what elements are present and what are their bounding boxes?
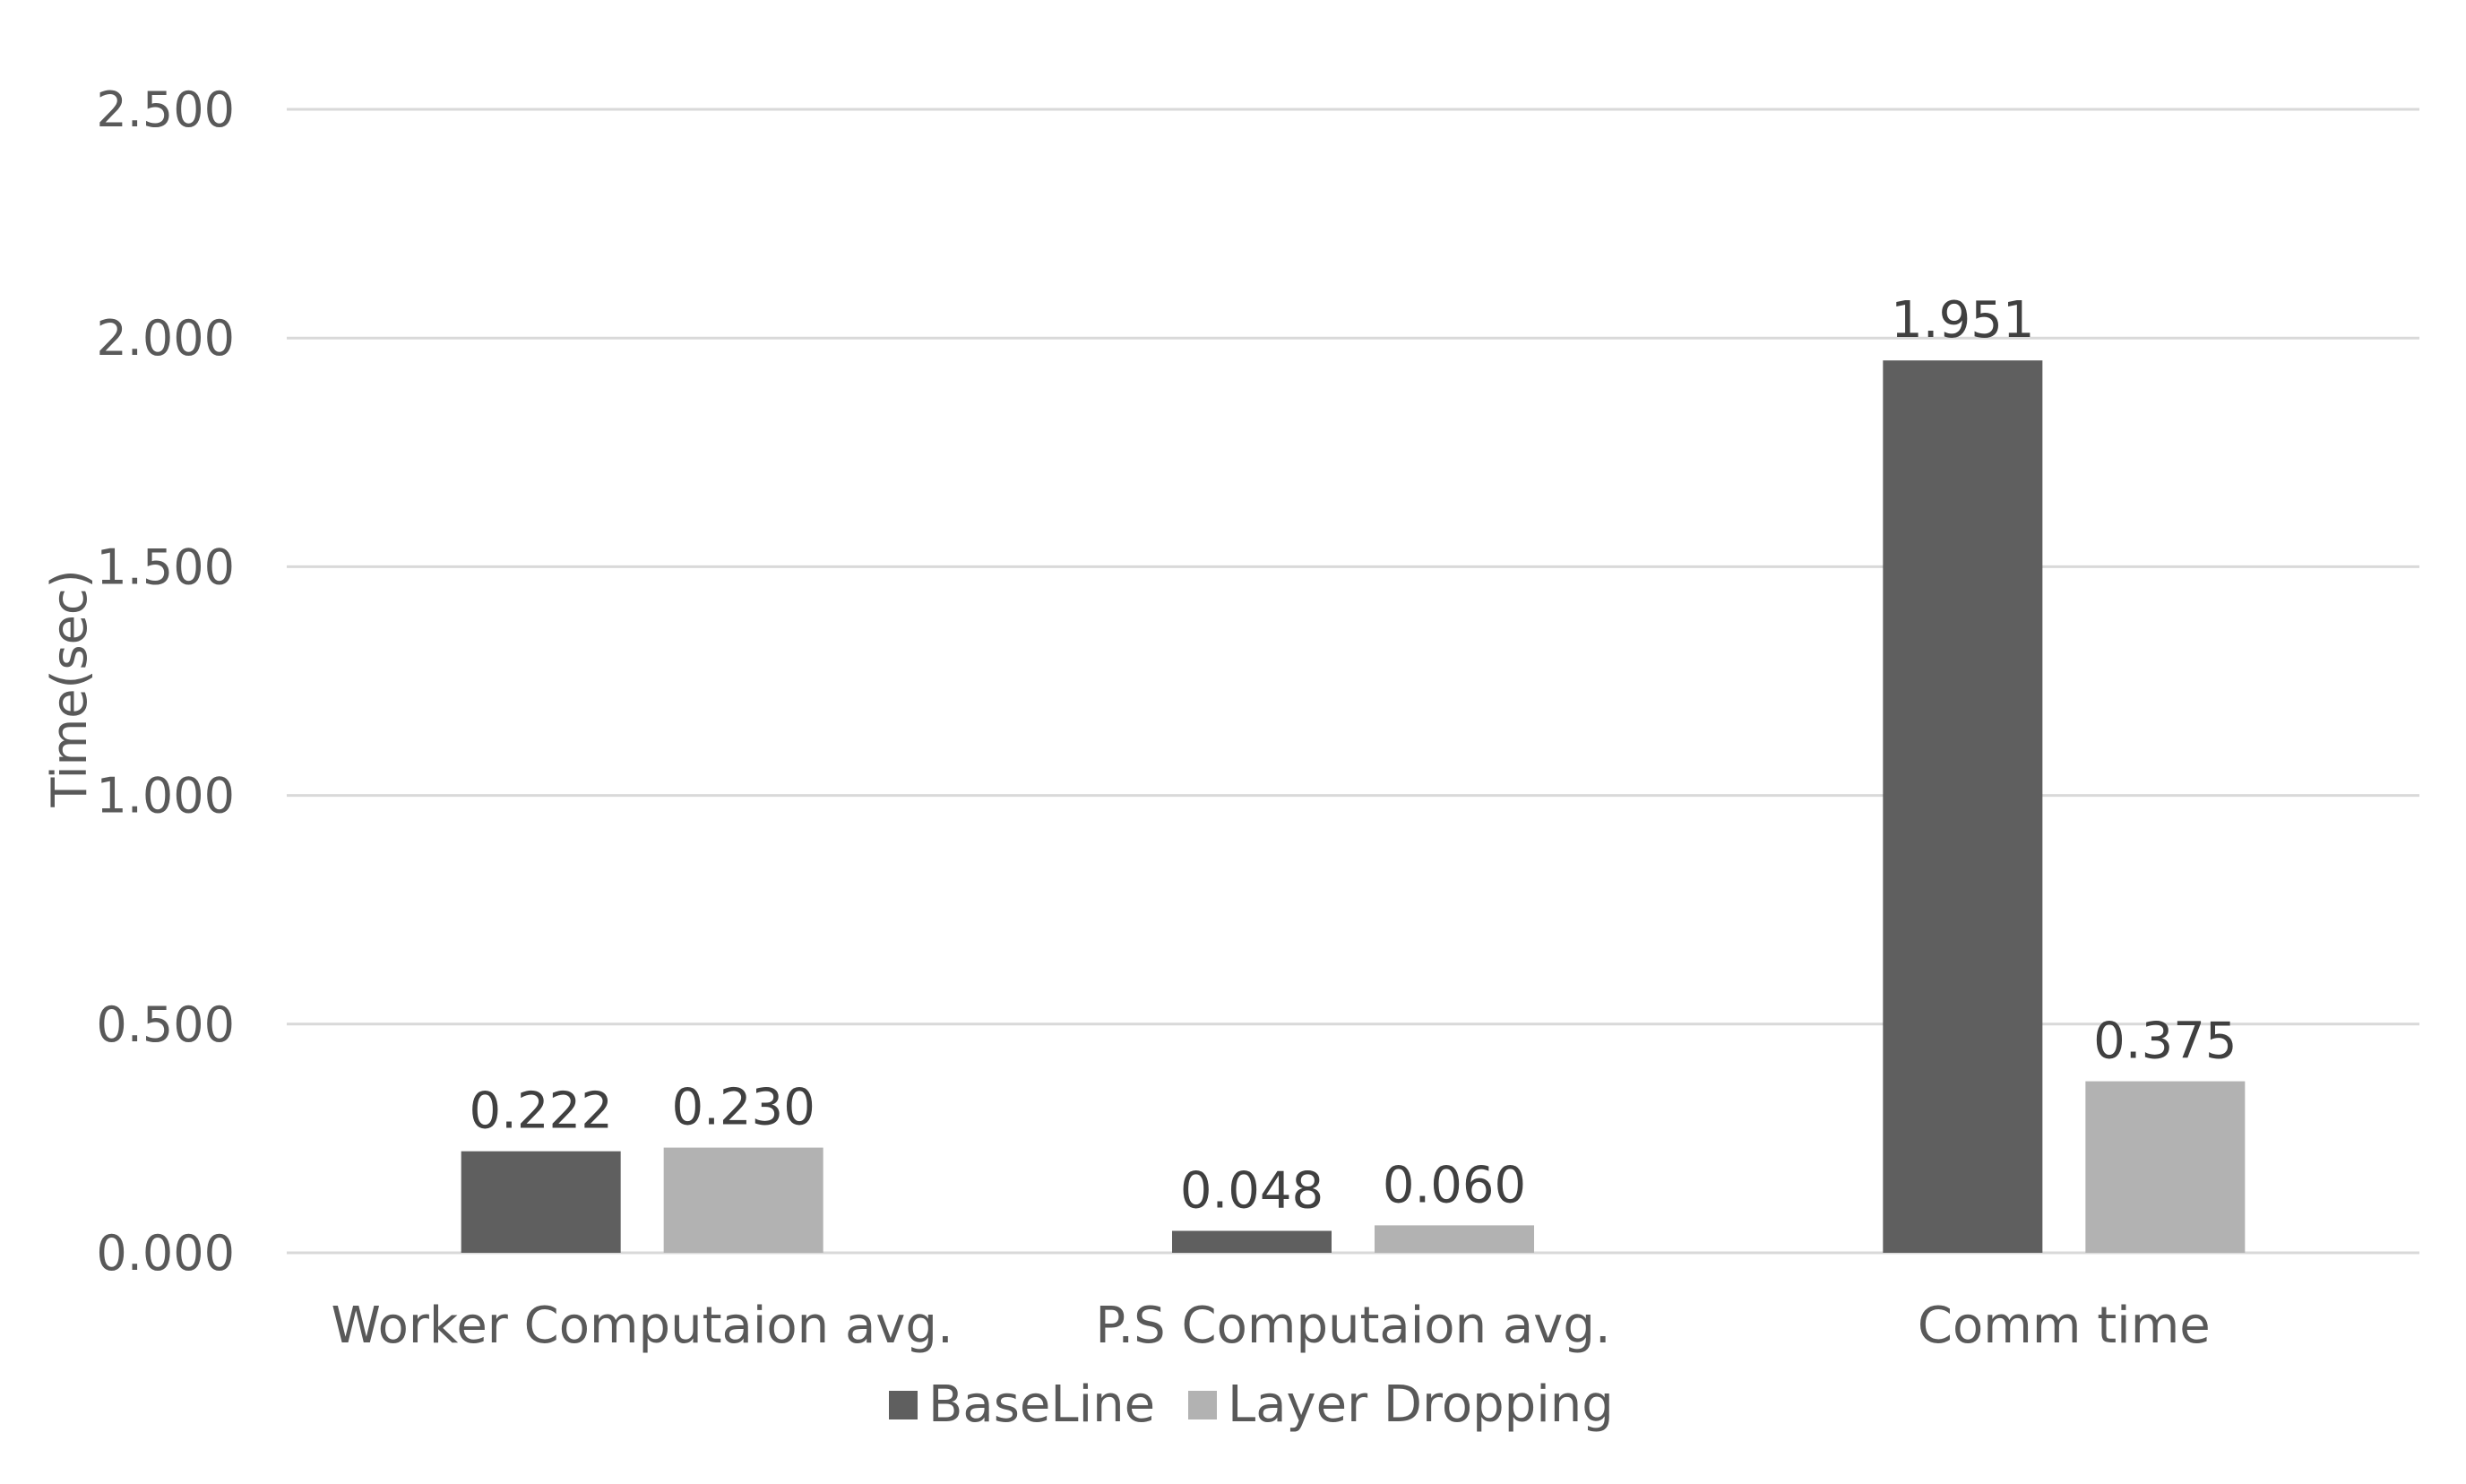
x-category-label: Comm time <box>1918 1297 2211 1355</box>
data-label: 0.230 <box>672 1079 815 1137</box>
legend-swatch-layer-dropping <box>1188 1391 1217 1419</box>
y-tick-label: 1.000 <box>96 768 235 824</box>
legend-label: Layer Dropping <box>1228 1376 1614 1434</box>
y-axis-title: Time(sec) <box>41 569 98 807</box>
bar-baseline <box>461 1151 621 1253</box>
x-category-label: Worker Computaion avg. <box>332 1297 953 1355</box>
data-label: 1.951 <box>1891 291 2034 349</box>
y-axis-ticks: 0.000 0.500 1.000 1.500 2.000 2.500 <box>96 82 235 1281</box>
bar-layer-dropping <box>663 1147 823 1253</box>
y-tick-label: 0.000 <box>96 1225 235 1281</box>
y-tick-label: 2.000 <box>96 310 235 367</box>
legend-label: BaseLine <box>928 1376 1155 1434</box>
legend-swatch-baseline <box>889 1391 918 1419</box>
bars <box>461 360 2246 1253</box>
y-tick-label: 0.500 <box>96 997 235 1053</box>
x-category-label: P.S Computaion avg. <box>1095 1297 1610 1355</box>
gridlines <box>287 108 2419 1255</box>
x-axis-categories: Worker Computaion avg. P.S Computaion avg… <box>332 1297 2211 1355</box>
y-tick-label: 1.500 <box>96 539 235 595</box>
bar-layer-dropping <box>1375 1225 1534 1253</box>
bar-baseline <box>1172 1230 1332 1253</box>
data-labels: 0.222 0.230 0.048 0.060 1.951 0.375 <box>470 291 2238 1220</box>
bar-baseline <box>1883 360 2043 1253</box>
data-label: 0.222 <box>470 1083 613 1141</box>
legend: BaseLine Layer Dropping <box>889 1376 1614 1434</box>
data-label: 0.048 <box>1180 1162 1324 1221</box>
data-label: 0.375 <box>2093 1013 2237 1071</box>
data-label: 0.060 <box>1383 1156 1526 1214</box>
y-tick-label: 2.500 <box>96 82 235 138</box>
bar-layer-dropping <box>2085 1081 2246 1253</box>
